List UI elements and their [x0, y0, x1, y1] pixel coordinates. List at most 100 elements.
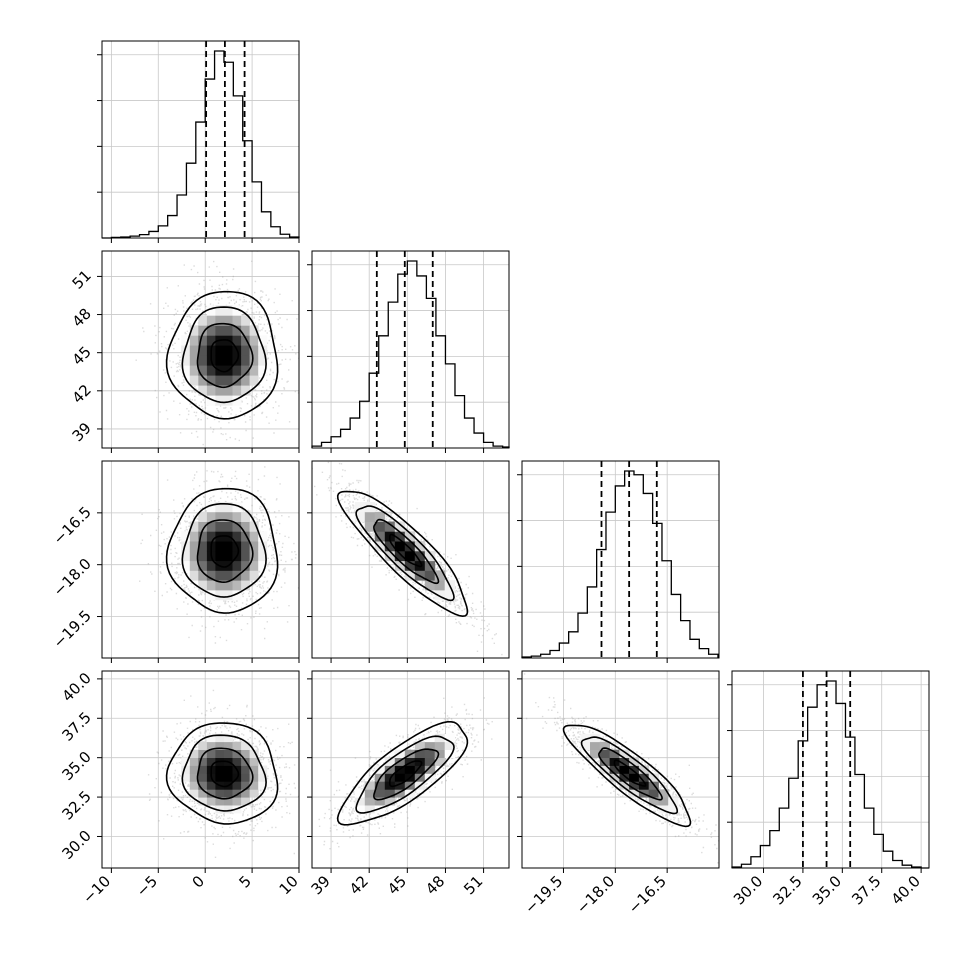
density-cell	[638, 773, 650, 782]
density-cell	[181, 365, 191, 376]
density-cell	[241, 355, 251, 366]
density-cell	[434, 580, 446, 591]
density-cell	[629, 781, 640, 790]
density-cell	[249, 765, 259, 774]
contour-line	[355, 735, 455, 814]
density-cell	[206, 749, 216, 758]
density-cell	[198, 560, 208, 571]
panel-frame	[101, 670, 300, 869]
x-tick-label: 45	[384, 872, 410, 898]
density-cell	[232, 335, 242, 346]
density-cell	[181, 345, 191, 356]
panel-frame	[311, 670, 510, 869]
density-cell	[384, 541, 396, 552]
density-cell	[181, 355, 191, 366]
density-cell	[189, 335, 199, 346]
density-cell	[189, 375, 199, 386]
density-cell	[414, 765, 426, 774]
density-cell	[232, 797, 242, 806]
density-cell	[249, 781, 259, 790]
density-cell	[224, 541, 233, 552]
density-cell	[394, 789, 406, 798]
density-cell	[198, 375, 208, 386]
density-cell	[189, 531, 199, 542]
density-cell	[258, 345, 268, 356]
density-cell	[384, 789, 396, 798]
density-cell	[215, 797, 225, 806]
density-cell	[206, 560, 216, 571]
density-cell	[215, 773, 225, 782]
density-cell	[590, 741, 601, 750]
contour-line	[598, 747, 663, 801]
density-cell	[232, 560, 242, 571]
density-cell	[189, 521, 199, 532]
density-cell	[181, 335, 191, 346]
density-cell	[215, 570, 225, 581]
density-cell	[198, 570, 208, 581]
density-cell	[434, 570, 446, 581]
contour-line	[336, 721, 469, 826]
panel-inner	[312, 461, 509, 658]
density-cell	[414, 749, 426, 758]
density-cell	[404, 749, 416, 758]
density-cell	[189, 749, 199, 758]
y-tick-label: −19.5	[50, 607, 95, 652]
x-tick-label: 37.5	[848, 872, 884, 908]
panel-frame	[101, 460, 300, 659]
density-cell	[404, 757, 416, 766]
density-cell	[215, 521, 225, 532]
density-cell	[198, 541, 208, 552]
hist-panel-1	[307, 250, 510, 453]
density-cell	[648, 797, 659, 806]
density-cell	[224, 580, 233, 591]
x-tick-label: −16.5	[625, 872, 670, 917]
density-cell	[206, 315, 216, 326]
density-cell	[206, 502, 216, 513]
density-cell	[215, 749, 225, 758]
density-cell	[629, 757, 640, 766]
density-cell	[198, 797, 208, 806]
x-tick-label: 40.0	[888, 872, 924, 908]
density-cell	[198, 315, 208, 326]
density-cell	[364, 511, 376, 522]
density-cell	[599, 757, 610, 766]
x-tick-label: 35.0	[809, 872, 845, 908]
density-cell	[249, 325, 259, 336]
density-cell	[424, 580, 436, 591]
density-cell	[189, 773, 199, 782]
density-cell	[189, 757, 199, 766]
density-cell	[181, 550, 191, 562]
density-cell	[232, 385, 242, 396]
x-tick-label: −5	[133, 872, 161, 900]
density-cell	[629, 789, 640, 798]
density-cell	[668, 805, 679, 814]
density-cell	[374, 781, 386, 790]
density-cell	[434, 590, 446, 601]
density-cell	[198, 355, 208, 366]
density-cell	[181, 560, 191, 571]
density-cell	[619, 773, 630, 782]
density-cell	[394, 749, 406, 758]
histogram-step	[102, 50, 300, 239]
density-cell	[364, 502, 376, 513]
density-cell	[249, 749, 259, 758]
panel-frame	[311, 460, 510, 659]
contour-line	[580, 736, 679, 815]
density-cell	[198, 345, 208, 356]
density-cell	[198, 757, 208, 766]
panel-inner	[522, 671, 719, 868]
density-cell	[599, 765, 610, 774]
contour-line	[210, 339, 240, 373]
density-cell	[206, 335, 216, 346]
density-cell	[241, 531, 251, 542]
density-cell	[404, 531, 416, 542]
density-cell	[658, 789, 669, 798]
density-cell	[181, 757, 191, 766]
density-cell	[249, 345, 259, 356]
density-cell	[241, 385, 251, 396]
x-tick-label: 30.0	[730, 872, 766, 908]
density-cell	[215, 805, 225, 814]
density-cell	[249, 570, 259, 581]
x-tick-label: 5	[235, 872, 254, 891]
density-cell	[414, 741, 426, 750]
